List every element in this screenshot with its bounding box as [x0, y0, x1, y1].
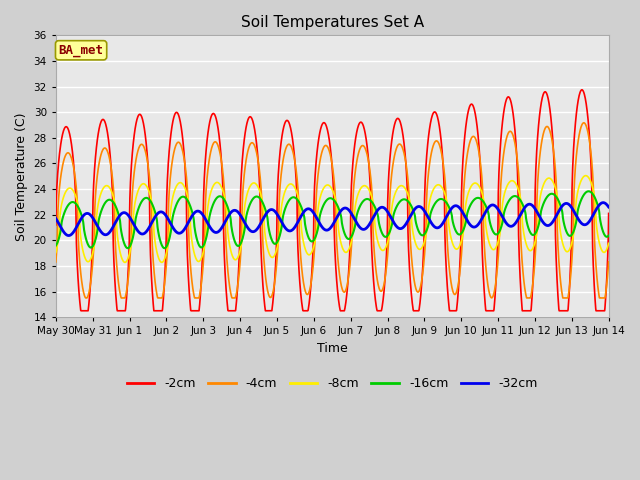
Line: -8cm: -8cm [56, 176, 609, 263]
-16cm [84, 240, 92, 246]
-32cm [599, 200, 607, 205]
-2cm [52, 222, 60, 228]
-16cm [429, 204, 437, 209]
Line: -4cm: -4cm [56, 123, 609, 298]
-2cm [84, 308, 92, 313]
-8cm [605, 240, 612, 246]
-32cm [52, 216, 60, 221]
Line: -32cm: -32cm [56, 203, 609, 236]
-4cm [82, 295, 90, 301]
-32cm [65, 233, 72, 239]
-16cm [585, 188, 593, 194]
-32cm [278, 219, 285, 225]
-8cm [582, 173, 589, 179]
-16cm [170, 208, 178, 214]
-32cm [170, 227, 178, 232]
-4cm [429, 142, 437, 148]
-4cm [259, 241, 267, 247]
-8cm [84, 259, 92, 264]
-4cm [84, 294, 92, 300]
-2cm [77, 308, 85, 313]
-4cm [278, 167, 285, 173]
-4cm [170, 148, 178, 154]
X-axis label: Time: Time [317, 342, 348, 355]
-4cm [280, 151, 288, 156]
-16cm [280, 208, 288, 214]
-2cm [429, 110, 437, 116]
-4cm [580, 120, 588, 126]
-2cm [605, 211, 612, 216]
Legend: -2cm, -4cm, -8cm, -16cm, -32cm: -2cm, -4cm, -8cm, -16cm, -32cm [122, 372, 543, 396]
-4cm [605, 259, 612, 265]
Text: BA_met: BA_met [59, 44, 104, 57]
Title: Soil Temperatures Set A: Soil Temperatures Set A [241, 15, 424, 30]
-8cm [278, 203, 285, 208]
-16cm [605, 233, 612, 239]
-32cm [84, 211, 92, 216]
-32cm [429, 223, 437, 228]
-16cm [259, 200, 267, 206]
-8cm [280, 190, 288, 196]
-8cm [52, 250, 60, 255]
-4cm [52, 259, 60, 265]
-2cm [280, 121, 288, 127]
-32cm [605, 204, 612, 210]
-8cm [259, 202, 267, 208]
-8cm [170, 189, 178, 195]
-32cm [259, 216, 267, 222]
-2cm [259, 283, 267, 288]
-16cm [52, 243, 60, 249]
-2cm [578, 87, 586, 93]
-8cm [121, 260, 129, 265]
Y-axis label: Soil Temperature (C): Soil Temperature (C) [15, 112, 28, 240]
-2cm [170, 113, 178, 119]
-2cm [278, 135, 285, 141]
-16cm [278, 224, 285, 230]
Line: -16cm: -16cm [56, 191, 609, 248]
Line: -2cm: -2cm [56, 90, 609, 311]
-8cm [429, 186, 437, 192]
-16cm [161, 245, 168, 251]
-32cm [280, 224, 288, 229]
